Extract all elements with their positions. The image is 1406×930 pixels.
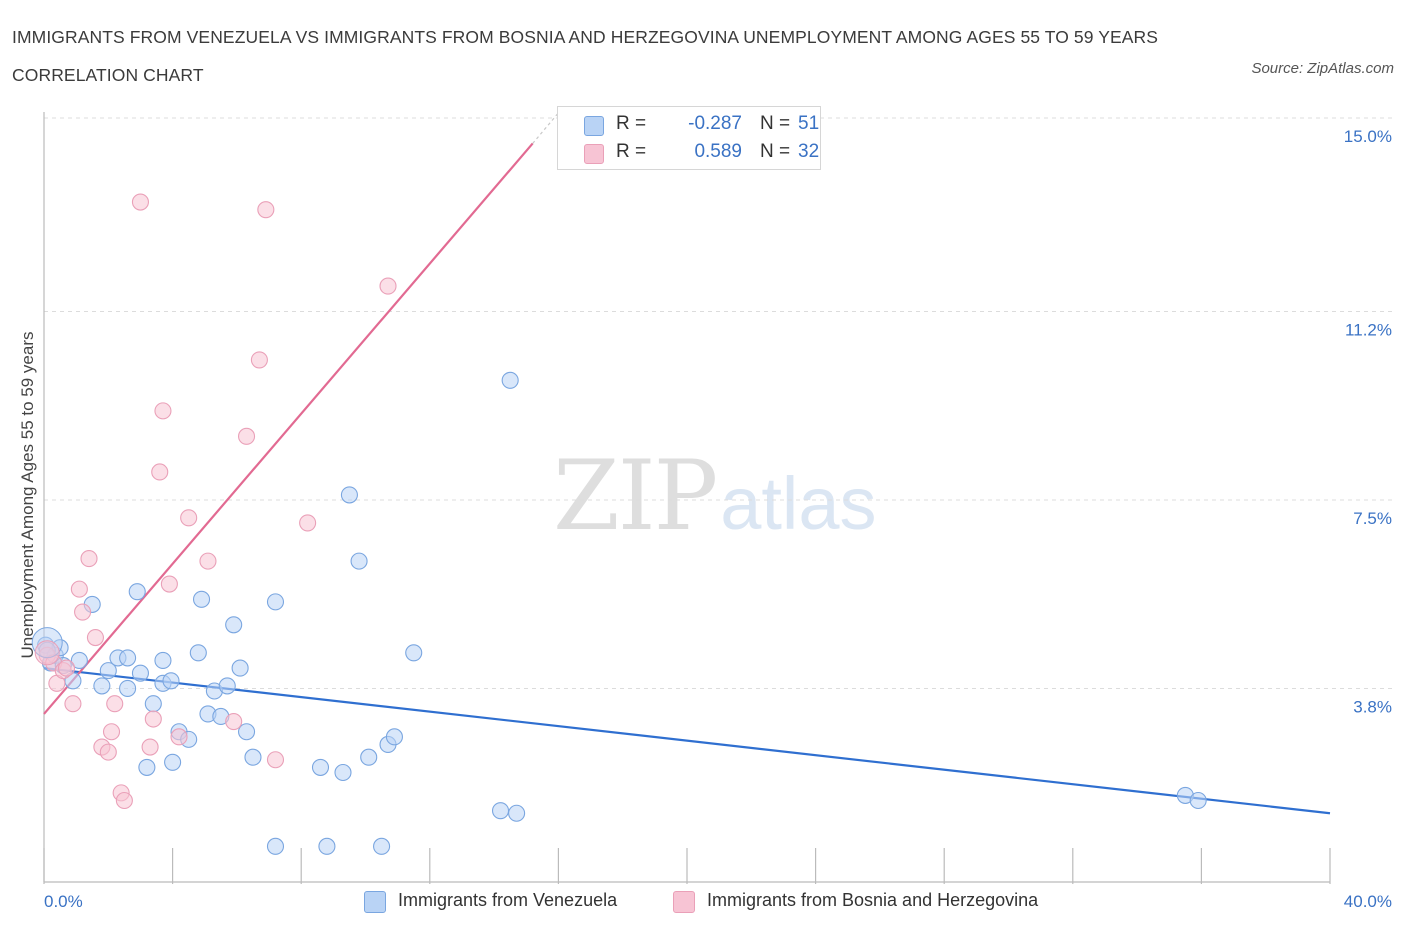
- point-venezuela: [144, 695, 162, 713]
- point-venezuela: [237, 723, 256, 741]
- point-venezuela: [93, 677, 111, 695]
- point-venezuela: [99, 662, 117, 680]
- point-venezuela: [189, 644, 207, 662]
- x-tick-label-max: 40.0%: [1344, 892, 1392, 911]
- point-bosnia: [299, 514, 317, 532]
- x-tick-label-min: 0.0%: [44, 892, 83, 911]
- point-venezuela: [119, 679, 137, 698]
- point-bosnia: [99, 743, 117, 761]
- trend-line-bosnia: [43, 142, 534, 715]
- point-venezuela: [501, 371, 519, 389]
- legend-r-label: R =: [616, 141, 647, 162]
- point-venezuela: [231, 659, 249, 677]
- legend-r-label: R =: [616, 113, 647, 134]
- watermark: ZIPatlas: [553, 440, 877, 552]
- data-points: [31, 193, 1207, 855]
- point-venezuela: [244, 748, 262, 766]
- tick-labels: 3.8% 7.5% 11.2% 15.0% 0.0% 40.0%: [44, 127, 1392, 911]
- legend-series-name: Immigrants from Venezuela: [398, 890, 618, 910]
- point-bosnia: [237, 427, 256, 445]
- watermark-zip: ZIP: [553, 440, 718, 552]
- point-venezuela: [154, 651, 172, 669]
- y-tick-label: 15.0%: [1344, 127, 1392, 146]
- point-venezuela: [360, 748, 378, 766]
- point-venezuela: [340, 486, 358, 504]
- point-venezuela: [162, 672, 180, 690]
- point-venezuela: [318, 837, 336, 855]
- point-venezuela: [373, 837, 391, 855]
- chart-title: IMMIGRANTS FROM VENEZUELA VS IMMIGRANTS …: [12, 27, 1159, 85]
- point-bosnia: [180, 509, 198, 527]
- legend-n-label: N =: [760, 141, 791, 162]
- point-venezuela: [334, 763, 352, 782]
- trend-line-venezuela: [43, 666, 1331, 815]
- legend: R = -0.287 N = 51 R = 0.589 N = 32: [557, 106, 821, 170]
- legend-r-value: -0.287: [688, 113, 742, 134]
- y-tick-label: 3.8%: [1353, 697, 1392, 716]
- point-bosnia: [151, 463, 169, 481]
- legend-swatch-bosnia: [673, 891, 695, 913]
- point-venezuela: [491, 802, 510, 820]
- point-bosnia: [57, 659, 76, 677]
- point-bosnia: [86, 628, 104, 647]
- point-venezuela: [128, 583, 146, 601]
- point-bosnia: [131, 193, 149, 211]
- point-venezuela: [225, 616, 243, 634]
- legend-n-value: 51: [798, 113, 820, 134]
- point-bosnia: [250, 351, 268, 369]
- legend-swatch-venezuela: [584, 116, 604, 136]
- point-bosnia: [199, 552, 217, 570]
- point-bosnia: [257, 201, 275, 219]
- point-venezuela: [164, 753, 182, 771]
- legend-swatch-venezuela: [364, 891, 386, 913]
- point-bosnia: [144, 710, 162, 728]
- y-tick-label: 7.5%: [1353, 509, 1392, 528]
- point-bosnia: [266, 751, 285, 769]
- legend-r-value: 0.589: [694, 141, 742, 162]
- point-bosnia-cluster: [34, 640, 60, 666]
- point-bosnia: [64, 695, 82, 713]
- watermark-atlas: atlas: [720, 462, 877, 545]
- point-venezuela: [192, 590, 211, 608]
- legend-n-value: 32: [798, 141, 820, 162]
- legend-n-label: N =: [760, 113, 791, 134]
- legend-series-name: Immigrants from Bosnia and Herzegovina: [707, 890, 1039, 910]
- point-bosnia: [225, 713, 243, 731]
- point-bosnia: [102, 723, 121, 741]
- grid: [44, 117, 1392, 689]
- axes: [43, 112, 1331, 884]
- point-venezuela: [138, 758, 156, 776]
- trend-lines: [43, 112, 1331, 815]
- point-venezuela: [508, 804, 526, 822]
- point-bosnia: [154, 402, 172, 420]
- point-venezuela: [70, 651, 88, 669]
- point-venezuela: [1189, 791, 1207, 810]
- point-bosnia: [70, 580, 88, 598]
- point-venezuela: [131, 664, 149, 682]
- point-bosnia: [141, 738, 159, 756]
- point-bosnia: [170, 728, 188, 746]
- point-venezuela: [385, 728, 403, 746]
- point-venezuela: [311, 758, 330, 776]
- point-bosnia: [160, 575, 178, 593]
- point-bosnia: [106, 695, 124, 713]
- point-bosnia: [115, 791, 133, 810]
- point-bosnia: [80, 550, 98, 568]
- point-venezuela: [405, 644, 423, 662]
- y-tick-label: 11.2%: [1345, 321, 1392, 340]
- point-venezuela: [119, 649, 137, 667]
- point-venezuela: [350, 552, 368, 570]
- point-venezuela: [266, 593, 285, 611]
- point-bosnia: [379, 277, 397, 295]
- point-bosnia: [74, 603, 92, 621]
- point-venezuela: [218, 677, 236, 695]
- trend-line-bosnia-extension: [532, 112, 559, 144]
- source-label: Source: ZipAtlas.com: [1251, 60, 1394, 77]
- point-venezuela: [266, 837, 285, 855]
- legend-swatch-bosnia: [584, 144, 604, 164]
